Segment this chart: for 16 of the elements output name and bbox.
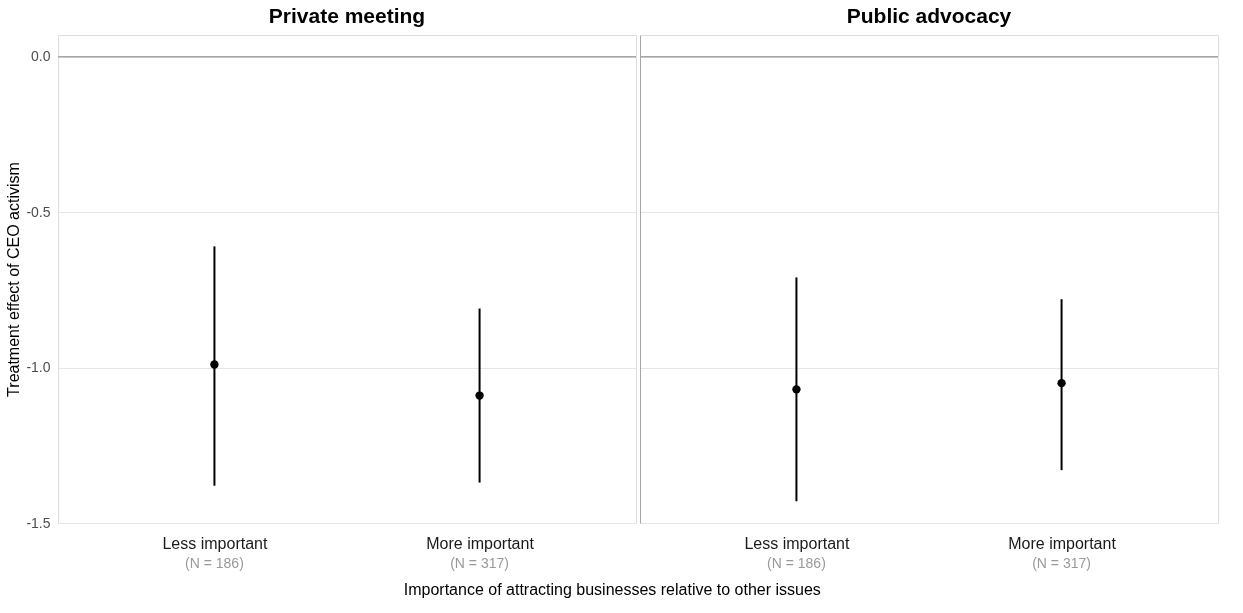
x-tick-label: Less important	[744, 534, 850, 552]
chart-title: Private meeting	[268, 4, 426, 27]
chart-title: Public advocacy	[846, 4, 1012, 27]
y-tick-label: -1.5	[26, 514, 51, 531]
text: (N = 186)	[767, 555, 826, 571]
x-tick-label: More important	[1008, 534, 1117, 552]
text: (N = 317)	[450, 555, 509, 571]
text: (N = 317)	[1032, 555, 1091, 571]
x-axis-title: Importance of attracting businesses relative to other issues	[403, 580, 821, 598]
text: (N = 186)	[185, 555, 244, 571]
y-axis-title: Treatment effect of CEO activism	[5, 162, 23, 397]
x-tick-label: More important	[426, 534, 535, 552]
y-tick-label: -0.5	[26, 203, 51, 220]
y-tick-label: -1.0	[26, 359, 51, 376]
y-tick-label: 0.0	[31, 48, 51, 65]
x-tick-label: Less important	[162, 534, 268, 552]
